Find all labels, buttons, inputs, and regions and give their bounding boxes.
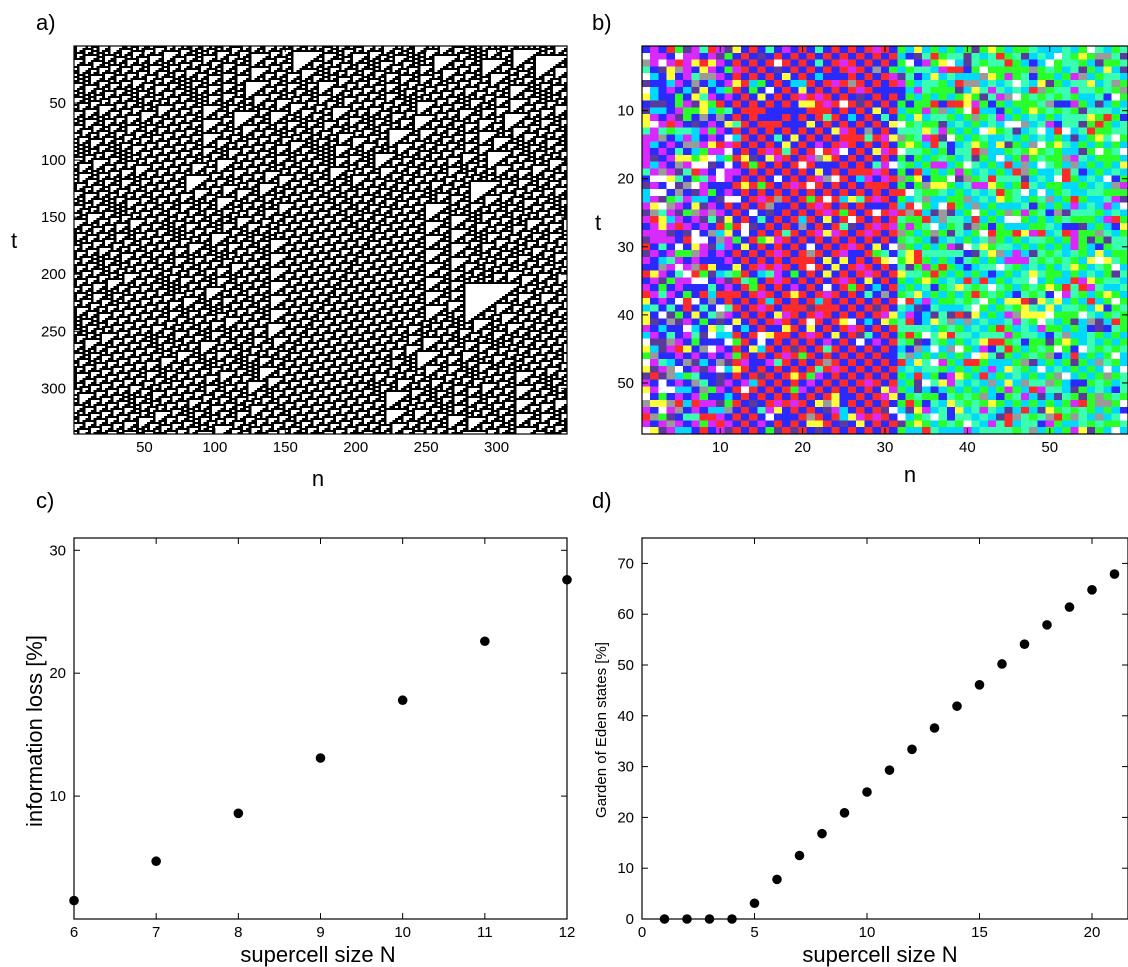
panel-a-xtick-label: 150 [273,439,298,456]
panel-d-xtick-label: 15 [971,924,988,941]
panel-c-point [151,856,161,867]
panel-c-xtick-label: 6 [70,924,78,941]
panel-c-point [315,753,326,763]
panel-d-xtick-label: 20 [1084,924,1101,941]
panel-c-point [397,695,408,706]
panel-d-point [772,874,782,885]
panel-d-ytick-label: 0 [626,911,634,928]
panel-c-ylabel: information loss [%] [22,635,47,827]
panel-d-ytick-label: 70 [617,555,634,572]
panel-a-ytick-label: 250 [41,323,66,340]
panel-a-ytick-label: 100 [41,152,66,169]
panel-c-xtick-label: 12 [559,924,576,941]
panel-b-ytick-label: 20 [617,171,634,188]
panel-b-ytick-label: 40 [617,307,634,324]
panel-c-axes-frame [73,537,568,920]
panel-b-xtick-label: 50 [1041,439,1058,456]
panel-d-point [817,828,827,839]
panel-d-point [862,787,872,797]
panel-c-ytick-label: 10 [49,788,66,805]
panel-d-point [907,744,917,755]
panel-d-point [974,680,985,690]
panel-d-ytick-label: 60 [617,606,634,623]
panel-d-point [1019,639,1030,649]
panel-c-xtick-label: 9 [316,924,324,941]
panel-d-xlabel: supercell size N [802,942,957,967]
panel-d-xtick-label: 10 [859,924,876,941]
panel-b-xtick-label: 20 [794,439,811,456]
panel-a-ytick-label: 300 [41,380,66,397]
panel-d-xtick-label: 0 [638,924,646,941]
panel-a-ytick-label: 50 [49,95,66,112]
panel-d-point [659,914,670,924]
panel-d-axes-frame [641,537,1128,920]
panel-d-point [727,914,737,924]
panel-label-b: b) [592,10,612,35]
panel-a-heatmap [74,46,567,434]
panel-b-xtick-label: 10 [712,439,729,456]
panel-d-point [682,914,692,924]
panel-a-ylabel: t [11,228,17,253]
panel-label-a: a) [36,10,56,35]
panel-a-xlabel: n [312,466,324,491]
panel-d-ylabel: Garden of Eden states [%] [593,642,610,818]
panel-c-xtick-label: 10 [394,924,411,941]
panel-a-ytick-label: 200 [41,266,66,283]
panel-c-point [480,636,490,647]
panel-a-axes-frame [73,45,568,435]
panel-label-c: c) [36,488,54,513]
panel-b-axes-frame [641,45,1128,435]
panel-a-ytick-label: 150 [41,209,66,226]
panel-b-chart: 10 20 30 40 50 10 20 30 40 50 [617,45,1128,456]
panel-b-ylabel: t [595,210,601,235]
panel-c-xtick-label: 11 [477,924,493,941]
panel-c-ytick-label: 20 [49,665,66,682]
panel-d-point [1109,569,1120,579]
panel-d-xtick-label: 5 [750,924,758,941]
panel-a-xtick-label: 100 [202,439,227,456]
panel-c-xtick-label: 8 [234,924,242,941]
panel-c-chart: 6 7 8 9 10 11 12 10 20 30 [49,537,576,941]
panel-a-xtick-label: 250 [414,439,439,456]
panel-b-ytick-label: 50 [617,375,634,392]
panel-b-ytick-label: 30 [617,239,634,256]
panel-d-point [997,659,1007,669]
panel-c-point [562,574,572,585]
panel-d-ytick-label: 10 [617,860,634,877]
panel-c-ytick-label: 30 [49,542,66,559]
panel-b-xtick-label: 40 [959,439,976,456]
panel-d-point [704,914,715,924]
panel-d-ytick-label: 50 [617,657,634,674]
panel-d-point [1042,620,1052,630]
panel-d-point [839,808,850,818]
panel-d-point [794,850,805,861]
panel-a-xtick-label: 300 [484,439,509,456]
panel-c-xlabel: supercell size N [240,942,395,967]
panel-a-xtick-label: 200 [343,439,368,456]
panel-b-ytick-label: 10 [617,103,634,120]
panel-d-point [1064,602,1075,612]
panel-c-point [69,895,79,906]
panel-d-point [952,701,962,711]
panel-a-chart: 50 100 150 200 250 300 50 100 150 200 250 300 [41,45,568,456]
panel-a-xtick-label: 50 [136,439,153,456]
panel-d-point [749,898,760,909]
panel-c-xtick-label: 7 [152,924,160,941]
panel-d-ytick-label: 20 [617,809,634,826]
panel-d-ytick-label: 40 [617,708,634,725]
panel-d-point [884,765,895,775]
panel-label-d: d) [592,488,612,513]
panel-c-point [233,808,244,819]
panel-b-xtick-label: 30 [877,439,894,456]
panel-b-xlabel: n [904,462,916,487]
panel-d-point [1087,585,1097,595]
panel-b-heatmap [642,46,1128,434]
panel-d-chart: 0 5 10 15 20 0 10 20 30 40 50 60 70 [617,537,1128,941]
panel-d-point [929,723,940,733]
panel-d-ytick-label: 30 [617,759,634,776]
